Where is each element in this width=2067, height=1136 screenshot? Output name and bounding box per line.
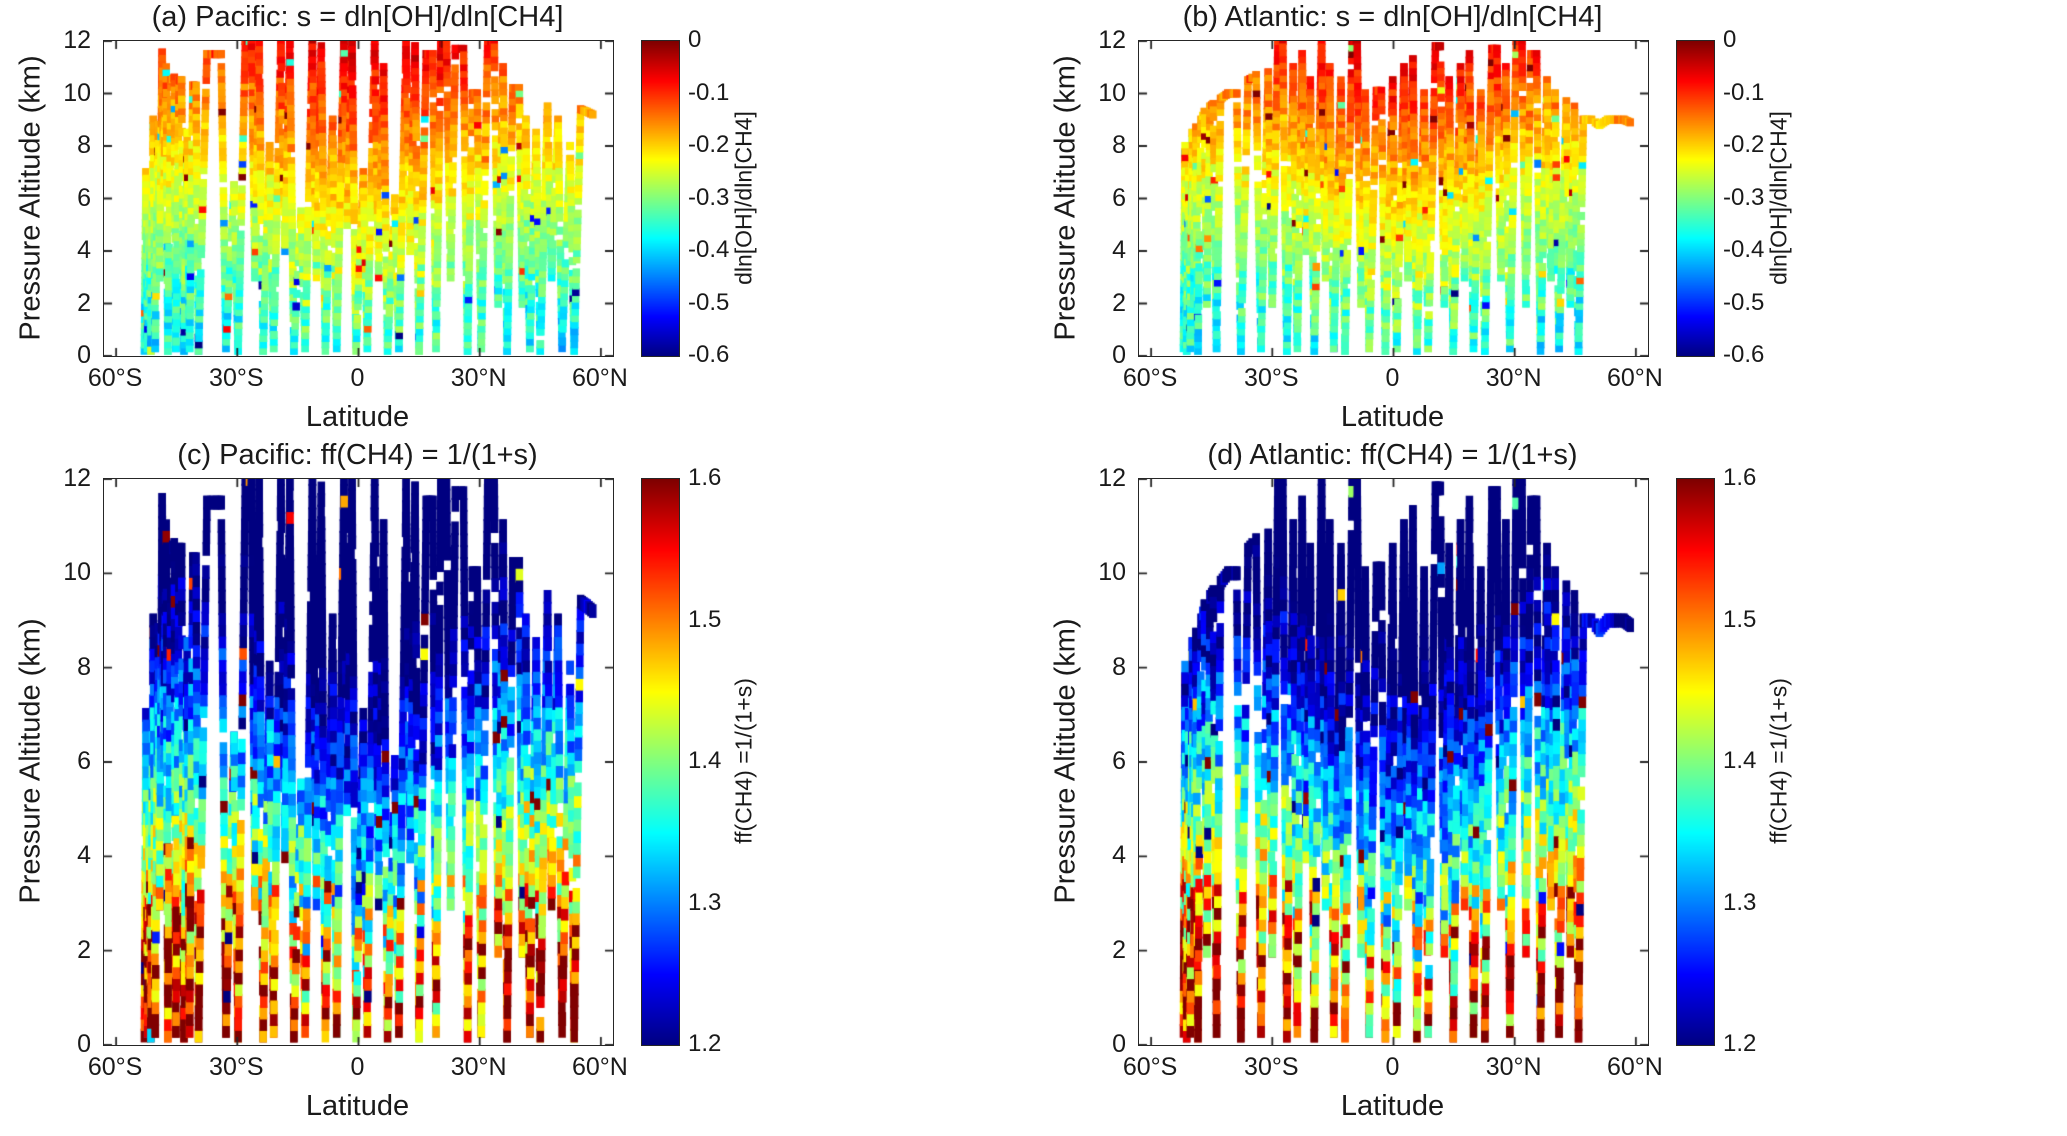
colorbar-tick-label: -0.3 <box>1723 183 1765 211</box>
colorbar-tick-label: -0.6 <box>688 341 730 368</box>
x-tick-label: 30°N <box>1485 364 1542 392</box>
colorbar-tick-label: -0.4 <box>688 236 730 263</box>
y-tick-label: 2 <box>77 288 91 317</box>
x-tick-label: 60°N <box>1606 364 1663 392</box>
y-tick-label: 8 <box>1112 652 1126 681</box>
colorbar-tick-label: 0 <box>688 26 702 53</box>
y-tick-label: 4 <box>1112 236 1126 264</box>
y-tick-label: 8 <box>1112 131 1126 159</box>
y-tick-label: 6 <box>77 183 91 212</box>
panel-c-ylabel: Pressure Altitude (km) <box>14 618 47 904</box>
panel-b-ylabel: Pressure Altitude (km) <box>1049 54 1082 341</box>
y-tick-label: 12 <box>63 26 91 54</box>
colorbar-tick-label: 0 <box>1723 26 1737 53</box>
colorbar-tick-label: 1.6 <box>688 464 722 491</box>
panel-d-xlabel: Latitude <box>1340 1090 1445 1122</box>
x-tick-label: 30°S <box>1244 1053 1299 1081</box>
colorbar-tick-label: -0.4 <box>1723 236 1765 263</box>
x-tick-label: 30°N <box>450 1053 507 1081</box>
y-tick-label: 8 <box>77 652 91 681</box>
x-tick-label: 60°N <box>571 1053 628 1081</box>
panel-d-title: (d) Atlantic: ff(CH4) = 1/(1+s) <box>1207 439 1578 471</box>
y-tick-label: 0 <box>1112 1030 1126 1058</box>
y-tick-label: 4 <box>77 236 91 264</box>
colorbar-tick-label: -0.6 <box>1723 341 1765 368</box>
x-tick-label: 0 <box>1385 1053 1400 1081</box>
panel-d-plot-canvas <box>1138 478 1649 1046</box>
colorbar-tick-label: 1.5 <box>688 605 722 633</box>
y-tick-label: 6 <box>77 747 91 775</box>
colorbar-tick-label: 1.6 <box>1723 464 1757 491</box>
colorbar-tick-label: -0.1 <box>1723 78 1765 106</box>
y-tick-label: 0 <box>77 1030 91 1058</box>
colorbar-tick-label: 1.5 <box>1723 605 1757 633</box>
y-tick-label: 0 <box>77 341 91 369</box>
x-tick-label: 60°S <box>87 364 143 392</box>
x-tick-label: 60°S <box>1122 364 1178 392</box>
panel-a-xlabel: Latitude <box>305 401 410 433</box>
panel-c-xlabel: Latitude <box>305 1090 410 1122</box>
panel-b-xlabel: Latitude <box>1340 401 1445 433</box>
colorbar-tick-label: -0.2 <box>1723 131 1765 158</box>
x-tick-label: 0 <box>350 364 365 392</box>
y-tick-label: 2 <box>1112 288 1126 317</box>
y-tick-label: 2 <box>77 935 91 964</box>
panel-c-plot-canvas <box>103 478 614 1046</box>
x-tick-label: 30°N <box>1485 1053 1542 1081</box>
panel-a-plot-canvas <box>103 40 614 357</box>
panel-a-colorbar <box>641 40 680 357</box>
x-tick-label: 30°S <box>209 364 264 392</box>
colorbar-tick-label: -0.5 <box>1723 288 1765 316</box>
y-tick-label: 6 <box>1112 747 1126 775</box>
panel-c-colorbar <box>641 478 680 1046</box>
y-tick-label: 8 <box>77 131 91 159</box>
y-tick-label: 4 <box>1112 841 1126 870</box>
x-tick-label: 60°S <box>87 1053 143 1081</box>
colorbar-tick-label: -0.3 <box>688 183 730 211</box>
panel-d-ylabel: Pressure Altitude (km) <box>1049 618 1082 904</box>
colorbar-tick-label: 1.3 <box>1723 888 1757 916</box>
x-tick-label: 60°N <box>571 364 628 392</box>
y-tick-label: 12 <box>1098 464 1126 492</box>
y-tick-label: 0 <box>1112 341 1126 369</box>
y-tick-label: 10 <box>1098 558 1126 587</box>
colorbar-tick-label: 1.4 <box>688 747 722 774</box>
colorbar-tick-label: 1.4 <box>1723 747 1757 774</box>
y-tick-label: 12 <box>63 464 91 492</box>
panel-b-title: (b) Atlantic: s = dln[OH]/dln[CH4] <box>1182 1 1603 33</box>
x-tick-label: 0 <box>350 1053 365 1081</box>
colorbar-tick-label: -0.5 <box>688 288 730 316</box>
y-tick-label: 10 <box>63 78 91 107</box>
x-tick-label: 30°S <box>209 1053 264 1081</box>
colorbar-tick-label: -0.2 <box>688 131 730 158</box>
colorbar-tick-label: -0.1 <box>688 78 730 106</box>
colorbar-tick-label: 1.3 <box>688 888 722 916</box>
y-tick-label: 6 <box>1112 183 1126 212</box>
y-tick-label: 2 <box>1112 935 1126 964</box>
panel-c-title: (c) Pacific: ff(CH4) = 1/(1+s) <box>177 439 538 471</box>
x-tick-label: 60°N <box>1606 1053 1663 1081</box>
panel-b-plot-canvas <box>1138 40 1649 357</box>
x-tick-label: 60°S <box>1122 1053 1178 1081</box>
panel-d-colorbar <box>1676 478 1715 1046</box>
y-tick-label: 4 <box>77 841 91 870</box>
y-tick-label: 10 <box>63 558 91 587</box>
panel-a-ylabel: Pressure Altitude (km) <box>14 54 47 341</box>
x-tick-label: 30°N <box>450 364 507 392</box>
y-tick-label: 10 <box>1098 78 1126 107</box>
x-tick-label: 30°S <box>1244 364 1299 392</box>
x-tick-label: 0 <box>1385 364 1400 392</box>
y-tick-label: 12 <box>1098 26 1126 54</box>
panel-b-colorbar <box>1676 40 1715 357</box>
panel-a-title: (a) Pacific: s = dln[OH]/dln[CH4] <box>151 1 564 33</box>
colorbar-tick-label: 1.2 <box>1723 1030 1757 1057</box>
colorbar-tick-label: 1.2 <box>688 1030 722 1057</box>
